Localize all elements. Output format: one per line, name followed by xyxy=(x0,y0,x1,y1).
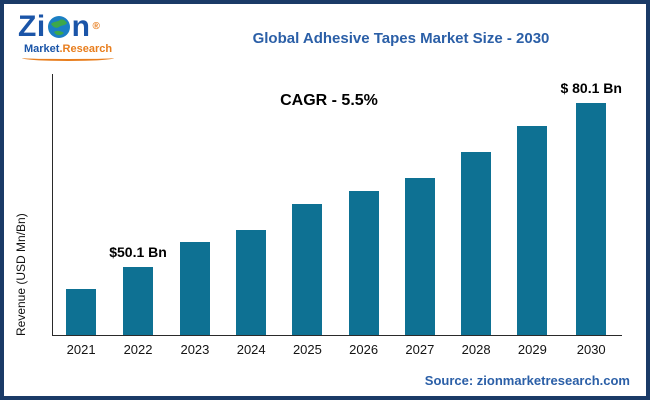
x-tick-label-2027: 2027 xyxy=(405,342,435,357)
x-tick-label-2025: 2025 xyxy=(292,342,322,357)
x-tick-label-2028: 2028 xyxy=(461,342,491,357)
brand-wordmark: Zi n ® xyxy=(18,12,114,42)
registered-mark: ® xyxy=(92,21,101,32)
bar-2022 xyxy=(123,267,154,335)
x-tick-label-2022: 2022 xyxy=(123,342,153,357)
bar-2025 xyxy=(292,204,323,335)
tagline-research: Research xyxy=(62,43,113,55)
bar-column-2021: 2021 xyxy=(53,74,109,357)
chart-title: Global Adhesive Tapes Market Size - 2030 xyxy=(252,30,550,47)
tagline-dot: . xyxy=(59,43,63,55)
bar-2026 xyxy=(348,191,379,335)
bar-column-2024: 2024 xyxy=(223,74,279,357)
bar-2024 xyxy=(236,230,267,335)
x-tick-label-2023: 2023 xyxy=(180,342,210,357)
bar-column-2028: 2028 xyxy=(448,74,504,357)
brand-tagline: Market.Research xyxy=(18,43,114,55)
brand-wordmark-right: n xyxy=(71,10,91,43)
bar-column-2026: 2026 xyxy=(336,74,392,357)
bar-2027 xyxy=(404,178,435,335)
bar-value-label-2022: $50.1 Bn xyxy=(109,244,167,260)
tagline-market: Market xyxy=(24,43,60,55)
bar-2028 xyxy=(461,152,492,335)
bar-value-label-2030: $ 80.1 Bn xyxy=(560,80,622,96)
bar-column-2022: $50.1 Bn 2022 xyxy=(109,74,167,357)
brand-logo: Zi n ® Market.Research xyxy=(18,12,114,61)
brand-wordmark-left: Zi xyxy=(18,10,46,43)
x-tick-label-2021: 2021 xyxy=(66,342,96,357)
bar-column-2029: 2029 xyxy=(504,74,560,357)
bar-column-2025: 2025 xyxy=(279,74,335,357)
x-tick-label-2029: 2029 xyxy=(517,342,547,357)
x-tick-label-2030: 2030 xyxy=(576,342,606,357)
bar-2023 xyxy=(179,242,210,335)
bar-column-2030: $ 80.1 Bn 2030 xyxy=(560,74,622,357)
plot-area: 2021 $50.1 Bn 2022 2023 2024 2025 2026 2027 2028… xyxy=(52,74,622,357)
bars: 2021 $50.1 Bn 2022 2023 2024 2025 2026 2027 2028… xyxy=(53,74,622,357)
bar-2021 xyxy=(66,289,97,335)
bar-2029 xyxy=(517,126,548,335)
source-credit: Source: zionmarketresearch.com xyxy=(424,373,630,388)
bar-column-2023: 2023 xyxy=(167,74,223,357)
tagline-underline xyxy=(22,55,114,61)
y-axis-label: Revenue (USD Mn/Bn) xyxy=(14,213,28,336)
bar-2030 xyxy=(576,103,607,335)
x-tick-label-2024: 2024 xyxy=(236,342,266,357)
x-tick-label-2026: 2026 xyxy=(349,342,379,357)
bar-column-2027: 2027 xyxy=(392,74,448,357)
cagr-annotation: CAGR - 5.5% xyxy=(280,92,378,109)
globe-icon xyxy=(47,15,71,39)
